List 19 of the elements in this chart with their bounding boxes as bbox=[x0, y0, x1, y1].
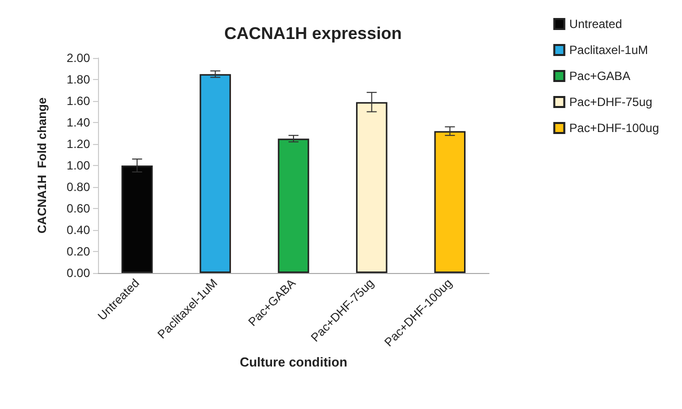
legend-label: Paclitaxel-1uM bbox=[569, 43, 648, 57]
chart-title: CACNA1H expression bbox=[224, 24, 402, 43]
y-tick-label: 0.40 bbox=[66, 223, 90, 237]
y-tick-label: 1.80 bbox=[66, 72, 90, 86]
y-tick-label: 1.20 bbox=[66, 137, 90, 151]
legend-label: Pac+DHF-75ug bbox=[569, 95, 652, 109]
y-tick-label: 1.60 bbox=[66, 94, 90, 108]
y-tick-label: 1.40 bbox=[66, 116, 90, 130]
y-tick-label: 2.00 bbox=[66, 51, 90, 65]
y-tick-label: 0.00 bbox=[66, 266, 90, 280]
legend-label: Pac+DHF-100ug bbox=[569, 121, 660, 135]
y-axis-title: CACNA1H Fold change bbox=[35, 97, 49, 234]
x-axis-title: Culture condition bbox=[240, 354, 348, 370]
legend-label: Pac+GABA bbox=[569, 69, 630, 83]
y-tick-label: 0.80 bbox=[66, 180, 90, 194]
y-tick-label: 1.00 bbox=[66, 158, 90, 172]
legend-label: Untreated bbox=[569, 17, 622, 31]
y-tick-label: 0.60 bbox=[66, 202, 90, 216]
y-tick-label: 0.20 bbox=[66, 244, 90, 258]
